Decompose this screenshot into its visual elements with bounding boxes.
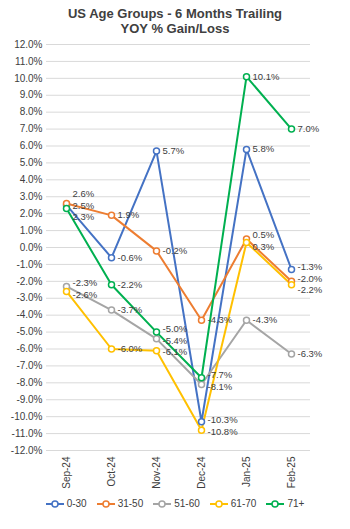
svg-text:-12.0%: -12.0% (11, 445, 43, 456)
svg-text:10.0%: 10.0% (14, 73, 42, 84)
svg-text:Oct-24: Oct-24 (106, 456, 117, 486)
svg-text:-2.0%: -2.0% (16, 276, 42, 287)
svg-text:7.0%: 7.0% (20, 123, 43, 134)
svg-text:Dec-24: Dec-24 (196, 456, 207, 489)
svg-text:-0.2%: -0.2% (163, 245, 188, 256)
svg-text:-5.4%: -5.4% (163, 335, 188, 346)
svg-text:-6.0%: -6.0% (118, 343, 143, 354)
svg-text:1.0%: 1.0% (20, 225, 43, 236)
svg-text:-1.3%: -1.3% (298, 261, 323, 272)
svg-text:-8.0%: -8.0% (16, 377, 42, 388)
svg-text:Nov-24: Nov-24 (151, 456, 162, 489)
svg-text:-1.0%: -1.0% (16, 259, 42, 270)
svg-text:5.7%: 5.7% (163, 145, 185, 156)
svg-text:Sep-24: Sep-24 (61, 456, 72, 489)
svg-text:-2.3%: -2.3% (73, 277, 98, 288)
svg-text:10.1%: 10.1% (253, 71, 280, 82)
svg-text:9.0%: 9.0% (20, 89, 43, 100)
svg-text:-9.0%: -9.0% (16, 394, 42, 405)
svg-text:2.6%: 2.6% (73, 188, 95, 199)
svg-text:-11.0%: -11.0% (12, 428, 43, 439)
svg-text:4.0%: 4.0% (20, 174, 43, 185)
svg-text:-7.7%: -7.7% (208, 369, 233, 380)
svg-text:-8.1%: -8.1% (208, 381, 233, 392)
svg-text:11.0%: 11.0% (15, 56, 43, 67)
html-text:61-70: 61-70 (230, 498, 257, 509)
svg-text:5.8%: 5.8% (253, 143, 275, 154)
svg-text:-6.3%: -6.3% (298, 348, 323, 359)
svg-text:8.0%: 8.0% (20, 106, 43, 117)
svg-text:0.3%: 0.3% (253, 241, 275, 252)
svg-text:5.0%: 5.0% (20, 157, 43, 168)
svg-text:-2.6%: -2.6% (73, 289, 98, 300)
svg-text:3.0%: 3.0% (20, 191, 43, 202)
svg-text:0.5%: 0.5% (253, 229, 275, 240)
svg-text:-5.0%: -5.0% (16, 326, 42, 337)
svg-text:2.5%: 2.5% (73, 200, 95, 211)
svg-text:Jan-25: Jan-25 (241, 456, 252, 487)
svg-text:1.9%: 1.9% (118, 209, 140, 220)
svg-text:-4.3%: -4.3% (208, 314, 233, 325)
html-text:US Age Groups - 6 Months Trail: US Age Groups - 6 Months Trailing (68, 6, 282, 21)
svg-text:-6.0%: -6.0% (16, 343, 42, 354)
svg-text:-7.0%: -7.0% (16, 360, 42, 371)
svg-text:-2.0%: -2.0% (298, 273, 323, 284)
svg-text:Feb-25: Feb-25 (286, 456, 297, 488)
html-text:YOY % Gain/Loss: YOY % Gain/Loss (120, 21, 230, 36)
svg-text:-3.0%: -3.0% (16, 292, 42, 303)
html-text:31-50: 31-50 (117, 498, 144, 509)
svg-text:12.0%: 12.0% (14, 39, 42, 50)
svg-text:-2.2%: -2.2% (118, 279, 143, 290)
html-text:71+: 71+ (287, 498, 305, 509)
html-text:0-30: 0-30 (66, 498, 87, 509)
svg-text:0.0%: 0.0% (20, 242, 43, 253)
svg-text:-3.7%: -3.7% (118, 304, 143, 315)
svg-text:7.0%: 7.0% (298, 123, 320, 134)
svg-text:-6.1%: -6.1% (163, 346, 188, 357)
svg-text:-10.8%: -10.8% (208, 426, 239, 437)
svg-text:-10.3%: -10.3% (208, 414, 239, 425)
svg-text:-2.2%: -2.2% (298, 284, 323, 295)
svg-text:2.3%: 2.3% (73, 211, 95, 222)
svg-text:2.0%: 2.0% (20, 208, 43, 219)
svg-text:-10.0%: -10.0% (11, 411, 43, 422)
svg-text:-4.0%: -4.0% (16, 309, 42, 320)
svg-text:6.0%: 6.0% (20, 140, 43, 151)
svg-text:-4.3%: -4.3% (253, 314, 278, 325)
svg-text:-0.6%: -0.6% (118, 252, 143, 263)
html-text:51-60: 51-60 (174, 498, 200, 509)
svg-text:-5.0%: -5.0% (163, 323, 188, 334)
